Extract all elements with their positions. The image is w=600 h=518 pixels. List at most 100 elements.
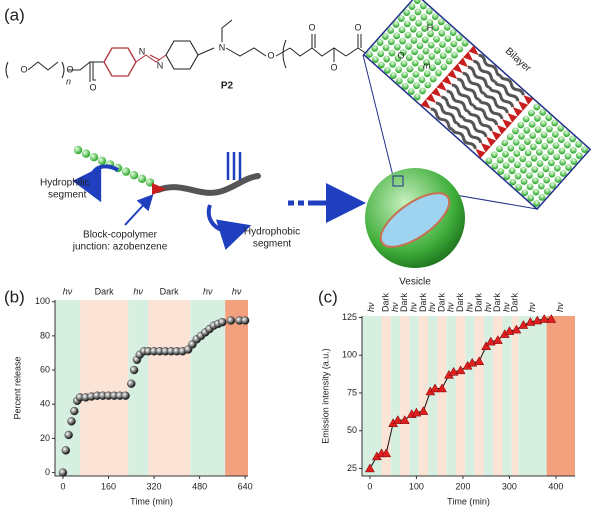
head-bead [497,168,505,175]
atom: O [20,64,27,74]
head-bead [427,41,435,49]
head-bead [451,51,458,59]
head-bead [552,142,560,150]
point [532,315,543,325]
y-tick-label: 60 [40,364,50,374]
label: Block-copolymer [83,230,158,241]
head-bead [569,146,577,154]
head-bead [387,38,395,46]
head-bead [537,182,545,190]
head-bead [399,49,407,56]
head-bead [377,50,385,58]
bead [89,153,99,162]
head-bead [525,160,533,168]
band [381,316,391,476]
head-bead [565,164,573,171]
label: Vesicle [399,277,431,288]
head-bead [570,158,578,165]
head-bead [434,58,442,66]
head-bead [400,60,408,68]
junction [425,93,436,103]
head-bead [563,141,571,149]
y-axis-label: Emission intensity (a.u.) [320,348,330,444]
head-bead [449,29,457,36]
band [502,316,512,476]
head-bead [501,139,509,147]
head-bead [413,82,420,90]
point [218,318,227,327]
band [465,316,475,476]
head-bead [557,124,565,132]
tail [441,95,465,119]
band-label: hν [366,302,376,312]
azobenzene-junction [152,183,166,195]
head-bead [445,46,452,54]
y-tick-label: 40 [40,399,50,409]
point [504,326,515,335]
junction [507,112,518,123]
tail [430,107,454,131]
y-tick-label: 25 [347,463,357,473]
atom: O [267,50,274,60]
head-bead [518,132,525,140]
head-bead [502,150,509,158]
label: junction: azobenzene [72,242,168,253]
junction [447,69,458,80]
band [546,316,575,476]
junction [480,142,491,153]
band [362,316,382,476]
junction [523,95,534,105]
subscript: n [66,76,71,86]
head-bead [456,45,464,53]
head-bead [389,60,397,68]
point [492,335,503,344]
bead [97,156,107,165]
head-bead [415,19,423,27]
head-bead [528,109,535,117]
point [121,391,130,400]
x-axis-label: Time (min) [130,496,173,506]
head-bead [409,14,417,22]
head-bead [409,25,417,33]
head-bead [557,136,565,144]
band [225,300,248,476]
head-bead [563,130,571,138]
point [67,417,76,426]
head-bead [392,21,400,28]
head-bead [440,63,448,71]
band-label: Dark [418,292,428,312]
tail [451,128,477,150]
head-bead [496,145,503,153]
head-bead [435,69,442,77]
head-bead [539,108,547,116]
point [226,316,236,325]
head-bead [405,43,413,50]
band-label: Dark [474,292,484,312]
point [392,415,403,424]
head-bead [551,130,559,138]
head-bead [551,119,559,127]
bead [121,167,131,176]
head-bead [540,120,547,128]
band [409,316,419,476]
tail [467,65,491,89]
x-tick-label: 100 [409,481,424,491]
x-tick-label: 0 [367,481,372,491]
head-bead [521,189,529,197]
junction [436,81,447,92]
head-bead [455,34,463,42]
tail [488,86,515,108]
band-label: Dark [160,286,180,296]
band [128,300,149,476]
point [474,356,485,366]
head-bead [540,131,548,139]
band [437,316,447,476]
head-bead [393,32,401,40]
label: segment [253,239,292,250]
head-bead [433,47,441,54]
head-bead [527,194,535,202]
head-bead [509,178,517,186]
head-bead [411,48,419,56]
y-axis-label: Percent release [12,356,22,419]
axes [54,300,248,477]
